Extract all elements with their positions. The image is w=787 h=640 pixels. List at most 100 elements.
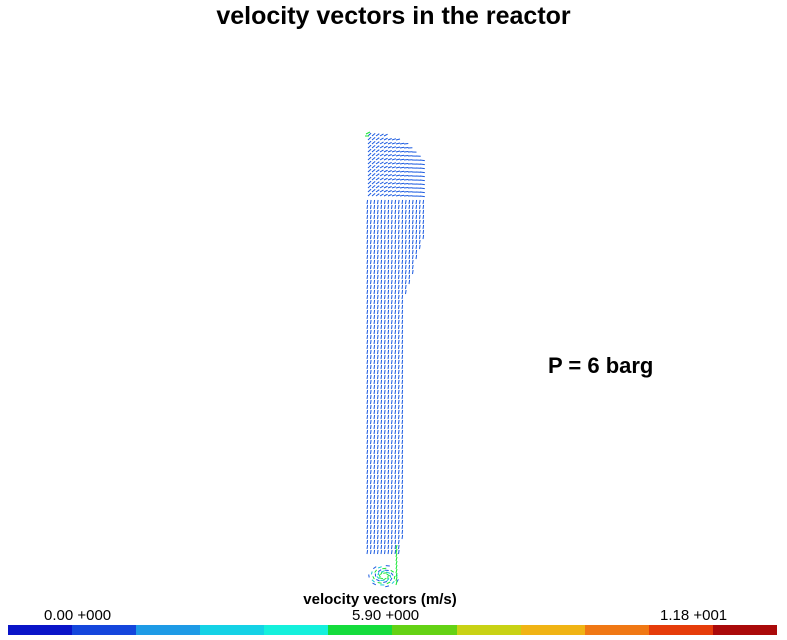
velocity-arrow xyxy=(384,359,386,365)
velocity-arrow xyxy=(370,434,372,440)
velocity-arrow xyxy=(394,269,397,275)
velocity-arrow xyxy=(377,534,379,540)
velocity-arrow xyxy=(377,424,379,430)
velocity-arrow xyxy=(379,181,384,185)
velocity-arrow xyxy=(384,269,386,275)
velocity-arrow xyxy=(401,384,404,390)
velocity-arrow xyxy=(377,464,379,470)
velocity-arrow xyxy=(398,489,400,495)
velocity-arrow xyxy=(373,404,376,410)
velocity-arrow xyxy=(391,364,393,370)
velocity-arrow xyxy=(419,163,425,166)
velocity-arrow xyxy=(377,544,379,550)
velocity-arrow xyxy=(422,229,425,235)
velocity-arrow xyxy=(398,419,400,425)
velocity-arrow xyxy=(415,234,418,240)
velocity-arrow xyxy=(394,219,397,225)
velocity-arrow xyxy=(366,494,369,500)
velocity-arrow xyxy=(395,186,401,189)
velocity-arrow xyxy=(384,219,386,225)
velocity-arrow xyxy=(399,146,405,149)
velocity-arrow xyxy=(399,162,405,165)
velocity-arrow xyxy=(380,570,385,573)
velocity-arrow xyxy=(371,579,375,583)
velocity-arrow xyxy=(401,284,404,290)
velocity-arrow xyxy=(408,249,411,255)
colorbar-segment xyxy=(392,625,457,635)
velocity-arrow xyxy=(387,434,390,440)
velocity-arrow xyxy=(370,259,372,265)
colorbar-segment xyxy=(328,625,393,635)
velocity-arrow xyxy=(367,140,372,145)
velocity-arrow xyxy=(401,449,404,455)
velocity-arrow xyxy=(387,369,390,375)
velocity-arrow xyxy=(366,214,369,220)
velocity-arrow xyxy=(391,484,393,490)
velocity-arrow xyxy=(398,519,400,525)
velocity-arrow xyxy=(398,359,400,365)
velocity-arrow xyxy=(387,359,390,365)
velocity-arrow xyxy=(377,229,379,235)
velocity-arrow xyxy=(384,369,386,375)
velocity-arrow xyxy=(387,429,390,435)
velocity-arrow xyxy=(387,329,390,335)
velocity-arrow xyxy=(373,384,376,390)
velocity-arrow xyxy=(401,459,404,465)
velocity-arrow xyxy=(380,349,383,355)
velocity-arrow xyxy=(387,279,390,285)
velocity-arrow xyxy=(377,239,379,245)
velocity-arrow xyxy=(408,259,411,265)
vector-arrows xyxy=(365,131,425,588)
velocity-arrow xyxy=(377,459,379,465)
velocity-arrow xyxy=(401,499,404,505)
velocity-arrow xyxy=(366,289,369,295)
velocity-arrow xyxy=(366,429,369,435)
velocity-arrow xyxy=(387,182,392,185)
colorbar-min-label: 0.00 +000 xyxy=(44,607,112,624)
velocity-arrow xyxy=(380,404,383,410)
velocity-arrow xyxy=(370,264,372,270)
velocity-arrow xyxy=(370,504,372,510)
velocity-arrow xyxy=(391,514,393,520)
velocity-arrow xyxy=(377,519,379,525)
velocity-arrow xyxy=(375,173,380,177)
velocity-arrow xyxy=(401,249,404,255)
velocity-arrow xyxy=(373,419,376,425)
velocity-arrow xyxy=(395,560,398,566)
velocity-arrow xyxy=(380,444,383,450)
velocity-arrow xyxy=(399,182,405,185)
velocity-arrow xyxy=(383,149,388,153)
velocity-arrow xyxy=(422,219,425,225)
velocity-arrow xyxy=(367,180,372,185)
velocity-arrow xyxy=(373,224,376,230)
velocity-arrow xyxy=(419,195,425,198)
velocity-arrow xyxy=(384,334,386,340)
velocity-arrow xyxy=(405,234,407,240)
velocity-arrow xyxy=(401,259,404,265)
velocity-arrow xyxy=(383,181,388,185)
velocity-arrow xyxy=(398,474,400,480)
velocity-arrow xyxy=(377,349,379,355)
velocity-arrow xyxy=(391,182,397,185)
velocity-arrow xyxy=(380,514,383,520)
velocity-arrow xyxy=(398,429,400,435)
velocity-arrow xyxy=(380,504,383,510)
velocity-arrow xyxy=(391,409,393,415)
velocity-arrow xyxy=(371,137,376,141)
velocity-arrow xyxy=(366,439,369,445)
velocity-arrow xyxy=(370,519,372,525)
velocity-arrow xyxy=(377,439,379,445)
velocity-arrow xyxy=(394,294,397,300)
velocity-arrow xyxy=(384,319,386,325)
velocity-arrow xyxy=(384,539,386,545)
velocity-arrow xyxy=(419,244,421,250)
velocity-arrow xyxy=(391,374,393,380)
velocity-arrow xyxy=(387,339,390,345)
velocity-arrow xyxy=(379,189,384,193)
velocity-arrow xyxy=(394,364,397,370)
velocity-arrow xyxy=(370,324,372,330)
velocity-arrow xyxy=(394,259,397,265)
velocity-arrow xyxy=(377,219,379,225)
velocity-arrow xyxy=(398,529,400,535)
